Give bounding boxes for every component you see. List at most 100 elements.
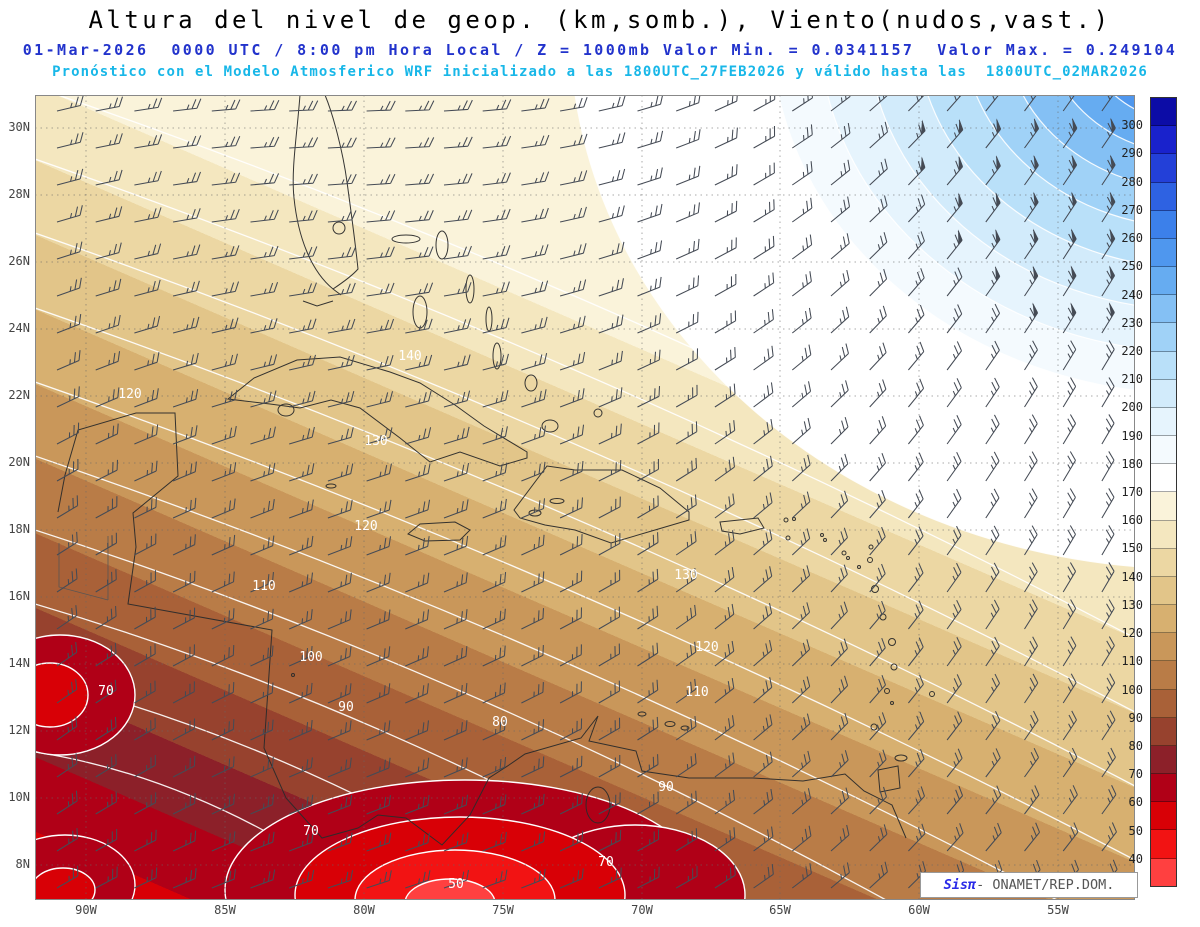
wind-barb <box>753 566 773 593</box>
colorbar-cell <box>1151 238 1176 268</box>
wind-barb <box>753 788 774 815</box>
wind-barb <box>134 388 159 408</box>
wind-barb <box>1024 340 1038 371</box>
wind-barb <box>1024 154 1039 186</box>
wind-barb <box>1062 117 1078 149</box>
wind-barb <box>559 607 583 630</box>
wind-barb <box>1062 154 1078 186</box>
wind-barb <box>714 715 735 741</box>
wind-barb <box>211 353 238 371</box>
wind-barb <box>95 278 122 297</box>
wind-barb <box>598 460 622 482</box>
wind-barb <box>211 868 236 889</box>
wind-barb <box>675 641 697 667</box>
wind-barb <box>521 756 545 778</box>
wind-barb <box>1101 117 1116 149</box>
wind-barb <box>985 377 1000 408</box>
credit-text: - ONAMET/REP.DOM. <box>976 877 1115 893</box>
wind-barb <box>56 865 79 889</box>
wind-barb <box>598 168 626 186</box>
wind-barb <box>134 352 160 371</box>
wind-barb <box>908 823 926 852</box>
coastline <box>407 521 471 542</box>
colorbar-cell <box>1151 323 1176 352</box>
wind-barb <box>521 207 549 223</box>
wind-barb <box>289 499 314 519</box>
island <box>890 701 894 705</box>
wind-barb <box>598 755 621 778</box>
wind-barb <box>405 210 434 223</box>
wind-barb <box>1024 95 1040 112</box>
wind-barb <box>95 169 123 186</box>
wind-barb <box>907 526 924 556</box>
credit-badge: Sisπ - ONAMET/REP.DOM. <box>920 872 1138 898</box>
wind-barb <box>1101 451 1115 482</box>
wind-barb <box>134 606 156 630</box>
wind-barb <box>946 525 962 556</box>
contour-label: 70 <box>598 855 614 870</box>
wind-barb <box>830 196 851 223</box>
wind-barb <box>250 462 276 482</box>
wind-barb <box>443 245 472 260</box>
wind-barb <box>482 719 506 741</box>
wind-barb <box>521 134 550 149</box>
wind-barb <box>134 97 163 112</box>
wind-barb <box>908 304 925 334</box>
wind-barb <box>985 303 1001 334</box>
lat-label: 28N <box>8 187 30 201</box>
wind-barb <box>250 682 274 704</box>
wind-barb <box>985 673 1001 704</box>
contour-line <box>35 232 1135 713</box>
wind-barb <box>1062 228 1077 260</box>
wind-barb <box>327 391 355 408</box>
wind-barb <box>173 208 201 223</box>
wind-barb <box>598 387 623 408</box>
wind-barb <box>830 712 849 741</box>
colorbar-cell <box>1151 717 1176 746</box>
wind-barb <box>560 133 588 149</box>
wind-barb <box>985 340 1000 371</box>
wind-barb <box>56 753 78 778</box>
contour-label: 100 <box>299 650 322 665</box>
wind-barb <box>327 720 352 741</box>
wind-barb <box>1062 822 1079 852</box>
wind-barb <box>482 462 508 482</box>
wind-barb <box>1062 191 1077 223</box>
wind-barb <box>869 453 886 482</box>
wind-barb <box>521 534 545 556</box>
chart-title: Altura del nivel de geop. (km,somb.), Vi… <box>88 6 1112 34</box>
wind-barb <box>172 352 199 371</box>
wind-barb <box>443 136 473 149</box>
wind-barb <box>598 717 621 741</box>
wind-barb <box>1101 784 1117 815</box>
wind-barb <box>327 832 353 852</box>
wind-barb <box>250 535 275 556</box>
wind-barb <box>134 680 156 704</box>
contour-label: 110 <box>252 579 275 594</box>
wind-barb <box>908 748 925 778</box>
colorbar-cell <box>1151 774 1176 803</box>
wind-barb <box>405 757 430 778</box>
wind-barb <box>1101 488 1115 519</box>
wind-barb <box>405 246 434 260</box>
wind-barb <box>714 237 737 260</box>
wind-barb <box>95 866 118 889</box>
wind-barb <box>134 207 162 223</box>
coastline <box>719 517 765 535</box>
wind-barb <box>908 194 926 223</box>
wind-barb <box>250 572 274 593</box>
wind-barb <box>289 535 314 556</box>
wind-barb <box>366 832 392 852</box>
wind-barb <box>714 603 735 630</box>
wind-barb <box>56 828 78 852</box>
wind-barb <box>907 600 924 630</box>
wind-barb <box>443 462 470 482</box>
wind-barb <box>250 318 278 334</box>
wind-barb <box>405 795 430 815</box>
wind-barb <box>95 716 117 741</box>
wind-barb <box>985 822 1002 852</box>
wind-barb <box>869 342 887 371</box>
island <box>792 517 796 521</box>
wind-barb <box>598 829 622 852</box>
